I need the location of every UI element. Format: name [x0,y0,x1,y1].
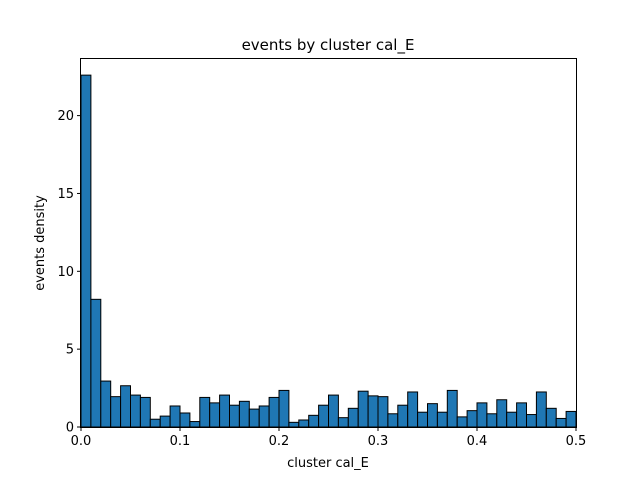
x-axis-label: cluster cal_E [287,456,369,471]
histogram-bar [436,411,448,428]
histogram-bar [328,394,339,428]
histogram-bar [446,389,458,428]
histogram-bar [367,395,379,428]
histogram-bar [496,399,508,428]
histogram-bar [288,421,300,428]
histogram-bar [120,385,131,428]
x-tick-label: 0.2 [269,434,290,449]
histogram-bar [545,407,557,428]
histogram-bar [308,414,320,428]
plot-frame [80,58,577,428]
histogram-bar [318,404,330,428]
histogram-bar [516,402,527,428]
histogram-bar [555,417,567,428]
y-tick-label: 20 [57,109,74,124]
histogram-bar [456,416,468,428]
histogram-bar [189,421,201,428]
histogram-bar [486,413,498,428]
y-tick-label: 10 [57,265,74,280]
y-tick-label: 5 [66,343,74,358]
histogram-bar [199,396,211,428]
histogram-bar [377,396,389,428]
histogram-bar [229,404,240,428]
x-tick-label: 0.0 [71,434,92,449]
histogram-bar [427,403,438,428]
histogram-bar [90,298,102,428]
histogram-bar [110,396,122,428]
y-axis-label: events density [33,195,48,291]
histogram-bar [248,408,260,428]
histogram-bar [417,411,429,428]
histogram-bar [506,411,518,428]
x-axis-ticks: 0.0 0.1 0.2 0.3 0.4 0.5 [71,427,587,449]
histogram-bar [100,380,112,428]
chart-title: events by cluster cal_E [242,36,415,55]
histogram-bar [278,389,290,428]
histogram-bar [80,74,92,428]
histogram-bar [337,417,349,428]
histogram-bar [347,407,359,428]
x-tick-label: 0.3 [368,434,389,449]
y-tick-label: 0 [66,421,74,436]
histogram-bar [298,419,310,428]
y-tick-label: 15 [57,187,74,202]
histogram-bar [526,414,537,428]
histogram-bar [209,402,221,428]
x-tick-label: 0.4 [467,434,488,449]
histogram-bar [565,410,577,428]
histogram-bar [535,391,547,428]
histogram-bar [159,415,171,428]
histogram-bar [357,390,369,428]
x-tick-label: 0.5 [566,434,587,449]
histogram-bar [219,394,231,428]
histogram-bar [238,400,250,428]
histogram-bar [387,413,399,428]
histogram-bar [397,404,409,428]
histogram-bar [169,405,181,428]
histogram-bar [130,394,141,428]
histogram-bar [476,402,488,428]
histogram-bar [179,412,191,428]
histogram-bar [258,405,270,428]
histogram-bar [407,391,419,428]
histogram-bar [149,418,161,428]
histogram-bar [466,410,478,428]
histogram-bar [268,396,280,428]
histogram-bar [139,396,151,428]
x-tick-label: 0.1 [170,434,191,449]
